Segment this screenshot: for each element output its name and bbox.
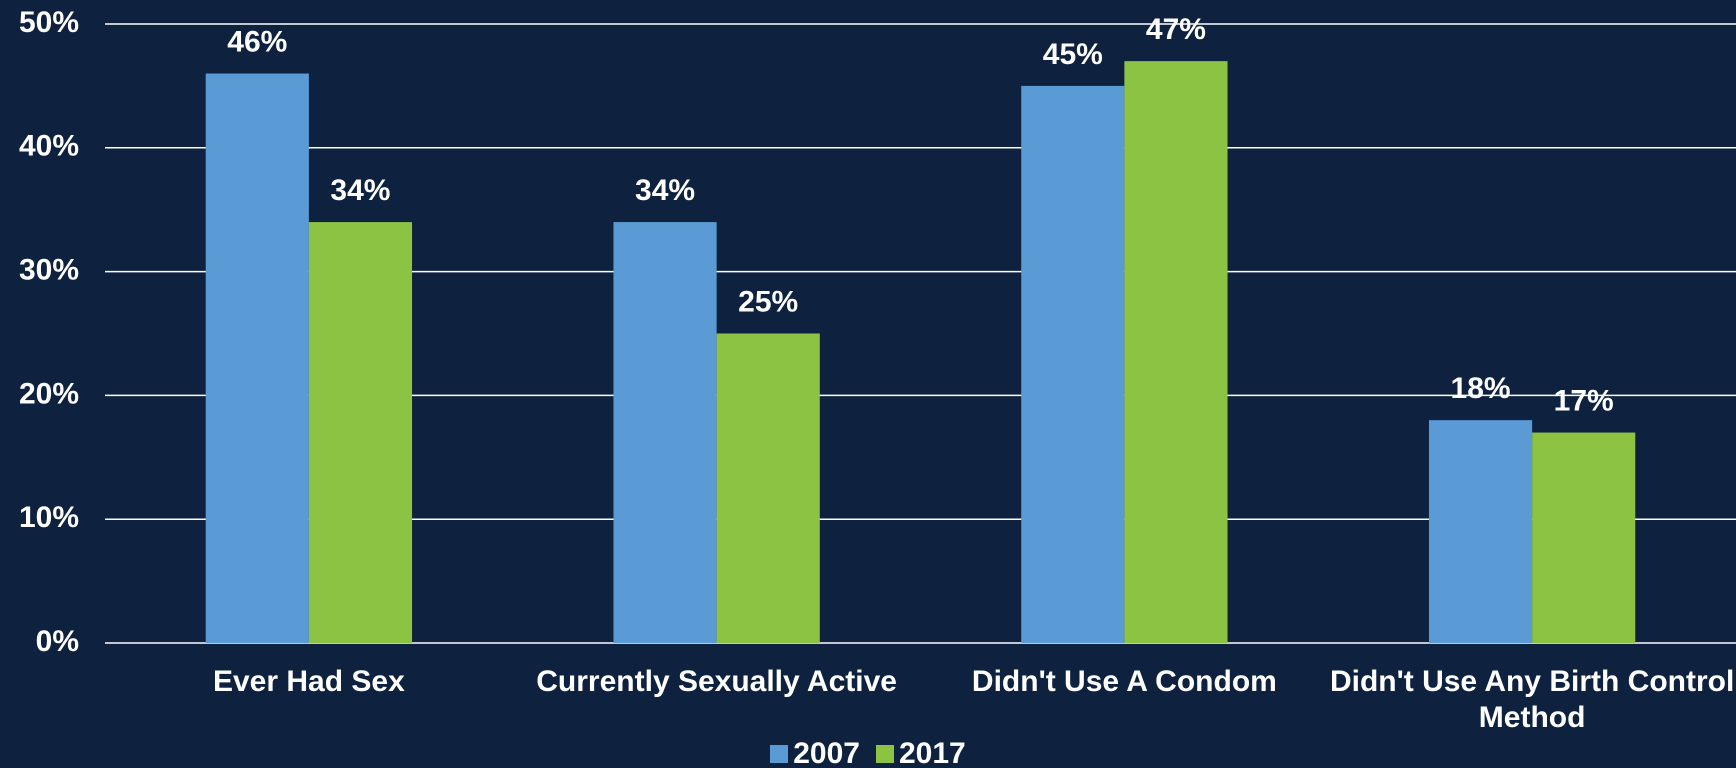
bar bbox=[1428, 420, 1533, 643]
bar bbox=[716, 333, 820, 643]
legend-label: 2017 bbox=[899, 737, 966, 768]
legend-label: 2007 bbox=[793, 737, 860, 768]
legend-swatch bbox=[876, 745, 894, 763]
x-tick-label: Currently Sexually Active bbox=[536, 665, 897, 698]
value-label: 25% bbox=[738, 285, 798, 318]
value-label: 47% bbox=[1146, 13, 1206, 46]
y-tick-label: 0% bbox=[36, 625, 79, 658]
value-label: 17% bbox=[1554, 384, 1614, 417]
x-tick-label: Didn't Use Any Birth Control Method bbox=[1329, 665, 1735, 734]
y-tick-label: 10% bbox=[19, 501, 79, 534]
legend-swatch bbox=[770, 745, 789, 763]
value-label: 45% bbox=[1043, 38, 1103, 71]
y-tick-label: 20% bbox=[19, 377, 79, 410]
y-tick-label: 50% bbox=[19, 6, 79, 39]
x-tick-label: Ever Had Sex bbox=[212, 665, 405, 698]
bar bbox=[1124, 61, 1228, 643]
value-label: 34% bbox=[635, 174, 695, 207]
bar bbox=[1532, 432, 1636, 643]
legend-item: 2017 bbox=[876, 737, 966, 768]
bar bbox=[613, 222, 717, 643]
bar bbox=[1021, 85, 1125, 643]
legend: 2007 2017 bbox=[0, 738, 1736, 768]
y-tick-label: 40% bbox=[19, 130, 79, 163]
y-tick-label: 30% bbox=[19, 254, 79, 287]
bar bbox=[308, 222, 413, 643]
value-label: 46% bbox=[227, 25, 287, 58]
x-tick-label: Didn't Use A Condom bbox=[971, 665, 1277, 698]
value-label: 34% bbox=[330, 174, 390, 207]
bar bbox=[205, 73, 309, 643]
value-label: 18% bbox=[1451, 372, 1511, 405]
legend-item: 2007 bbox=[770, 737, 860, 768]
